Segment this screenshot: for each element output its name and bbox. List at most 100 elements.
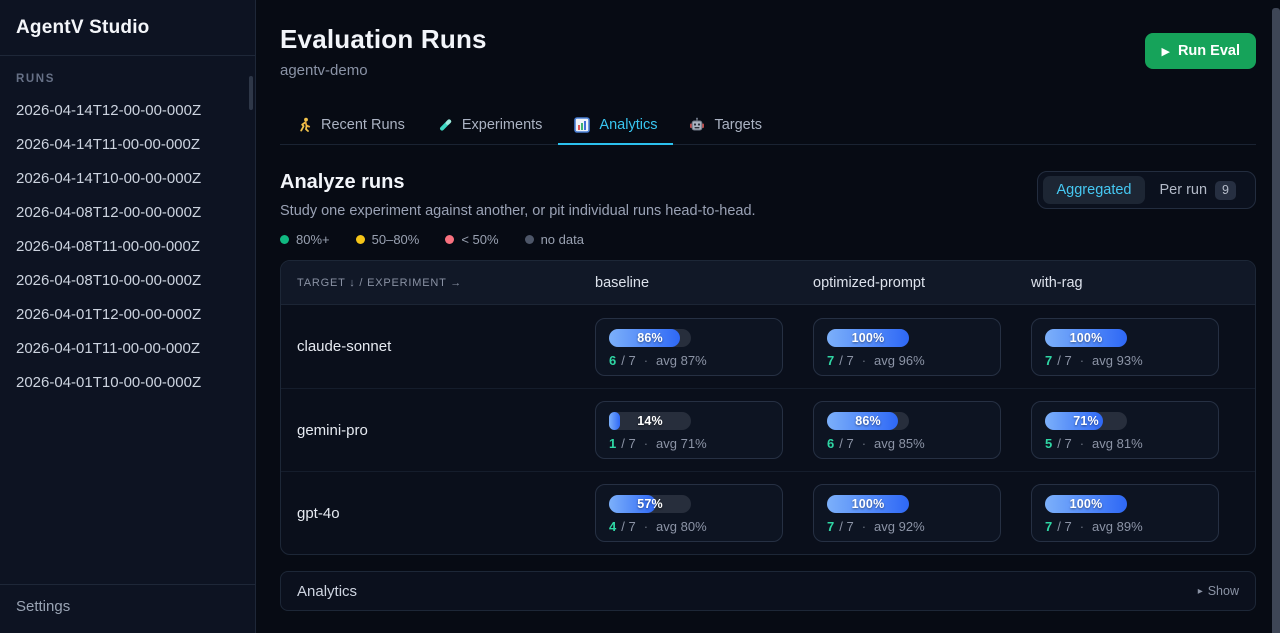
target-label: gpt-4o	[297, 504, 340, 522]
tab-label: Experiments	[461, 117, 543, 133]
stat-separator: ·	[643, 352, 649, 368]
settings-link[interactable]: Settings	[16, 598, 71, 615]
analytics-panel-title: Analytics	[297, 582, 358, 600]
legend-item-mid: 50–80%	[355, 232, 420, 247]
play-icon: ▶	[1161, 46, 1170, 58]
score-cell[interactable]: 100% 7 / 7 · avg 93%	[1031, 317, 1219, 376]
sidebar-run-item[interactable]: 2026-04-14T11-00-00-000Z	[16, 135, 201, 153]
sidebar-footer: Settings	[0, 584, 255, 633]
tab-bar: Recent Runs Experiments Analytics Target…	[280, 106, 1256, 145]
score-stats: 6 / 7 · avg 87%	[609, 353, 782, 368]
score-cell[interactable]: 100% 7 / 7 · avg 96%	[813, 317, 1001, 376]
avg-score: avg 85%	[874, 436, 925, 451]
run-eval-label: Run Eval	[1177, 43, 1240, 59]
score-percent: 14%	[637, 414, 663, 428]
score-cell[interactable]: 57% 4 / 7 · avg 80%	[595, 484, 783, 542]
sidebar-scrollbar-thumb[interactable]	[249, 76, 253, 110]
total-count: / 7	[621, 519, 636, 534]
avg-score: avg 92%	[874, 519, 925, 534]
score-bar: 100%	[1045, 495, 1127, 513]
target-label: gemini-pro	[297, 421, 368, 439]
view-mode-toggle: Aggregated Per run 9	[1036, 171, 1256, 209]
analyze-title: Analyze runs	[280, 171, 405, 193]
sidebar-run-item[interactable]: 2026-04-01T11-00-00-000Z	[16, 339, 201, 357]
aggregated-toggle-button[interactable]: Aggregated	[1042, 176, 1146, 204]
score-cell[interactable]: 86% 6 / 7 · avg 87%	[595, 317, 783, 376]
tab-targets[interactable]: Targets	[673, 107, 778, 145]
sidebar-run-item[interactable]: 2026-04-14T10-00-00-000Z	[16, 169, 202, 187]
analyze-description: Study one experiment against another, or…	[280, 203, 756, 219]
score-stats: 7 / 7 · avg 96%	[827, 353, 1000, 368]
score-cell[interactable]: 71% 5 / 7 · avg 81%	[1031, 401, 1219, 459]
passed-count: 7	[1045, 519, 1053, 534]
score-percent: 100%	[1069, 497, 1103, 511]
app-title: AgentV Studio	[0, 0, 255, 56]
score-percent: 86%	[637, 330, 663, 345]
per-run-toggle-button[interactable]: Per run 9	[1145, 176, 1250, 204]
per-run-label: Per run	[1159, 182, 1208, 198]
sidebar-run-item[interactable]: 2026-04-08T11-00-00-000Z	[16, 237, 201, 255]
sidebar-run-item[interactable]: 2026-04-01T12-00-00-000Z	[16, 305, 202, 323]
score-stats: 6 / 7 · avg 85%	[827, 436, 1000, 451]
run-list: 2026-04-14T12-00-00-000Z 2026-04-14T11-0…	[0, 93, 255, 399]
total-count: / 7	[839, 519, 854, 534]
matrix-row-gpt-4o: gpt-4o 57% 4 / 7 · avg 80% 100%	[281, 471, 1255, 554]
main-content: Evaluation Runs agentv-demo ▶ Run Eval R…	[256, 0, 1280, 633]
total-count: / 7	[839, 352, 854, 368]
score-bar: 14%	[609, 412, 691, 430]
score-cell[interactable]: 14% 1 / 7 · avg 71%	[595, 401, 783, 459]
legend-item-nodata: no data	[524, 232, 584, 247]
sidebar-run-item[interactable]: 2026-04-14T12-00-00-000Z	[16, 101, 202, 119]
tab-label: Recent Runs	[321, 117, 405, 133]
passed-count: 6	[827, 436, 835, 451]
score-stats: 7 / 7 · avg 92%	[827, 519, 1000, 534]
tab-recent-runs[interactable]: Recent Runs	[280, 107, 421, 145]
score-percent: 71%	[1073, 414, 1099, 428]
passed-count: 7	[1045, 352, 1053, 368]
total-count: / 7	[1057, 519, 1072, 534]
matrix-row-gemini-pro: gemini-pro 14% 1 / 7 · avg 71% 86%	[281, 388, 1255, 471]
yellow-dot-icon	[355, 235, 365, 244]
show-button[interactable]: ▸ Show	[1198, 584, 1239, 598]
analytics-collapse-panel[interactable]: Analytics ▸ Show	[280, 571, 1256, 611]
score-percent: 57%	[637, 497, 663, 511]
per-run-count-badge: 9	[1215, 180, 1236, 200]
total-count: / 7	[1057, 352, 1072, 368]
score-stats: 1 / 7 · avg 71%	[609, 436, 782, 451]
experiment-column-header: with-rag	[1031, 274, 1083, 291]
runner-icon	[296, 117, 312, 133]
passed-count: 4	[609, 519, 617, 534]
avg-score: avg 96%	[874, 352, 925, 368]
sidebar-run-item[interactable]: 2026-04-01T10-00-00-000Z	[16, 373, 202, 391]
score-stats: 4 / 7 · avg 80%	[609, 519, 782, 534]
experiment-column-header: baseline	[595, 274, 650, 291]
avg-score: avg 93%	[1092, 352, 1143, 368]
score-bar: 100%	[827, 328, 909, 347]
bar-chart-icon	[574, 117, 591, 133]
tab-analytics[interactable]: Analytics	[558, 107, 674, 145]
stat-separator: ·	[1079, 436, 1085, 451]
score-cell[interactable]: 100% 7 / 7 · avg 89%	[1031, 484, 1219, 542]
window-scrollbar[interactable]	[1272, 8, 1280, 633]
tab-label: Targets	[714, 117, 763, 133]
sidebar: AgentV Studio RUNS 2026-04-14T12-00-00-0…	[0, 0, 256, 633]
legend-label: 80%+	[296, 232, 330, 247]
chevron-right-icon: ▸	[1197, 585, 1203, 597]
score-cell[interactable]: 86% 6 / 7 · avg 85%	[813, 401, 1001, 459]
matrix-row-claude-sonnet: claude-sonnet 86% 6 / 7 · avg 87% 100%	[281, 305, 1255, 388]
sidebar-run-item[interactable]: 2026-04-08T12-00-00-000Z	[16, 203, 202, 221]
score-cell[interactable]: 100% 7 / 7 · avg 92%	[813, 484, 1001, 542]
passed-count: 1	[609, 436, 617, 451]
tab-experiments[interactable]: Experiments	[421, 107, 559, 145]
runs-section-label: RUNS	[16, 73, 55, 85]
aggregated-label: Aggregated	[1056, 182, 1132, 198]
avg-score: avg 81%	[1092, 436, 1143, 451]
stat-separator: ·	[861, 352, 867, 368]
green-dot-icon	[280, 235, 289, 244]
legend-label: 50–80%	[371, 232, 420, 247]
stat-separator: ·	[861, 519, 867, 534]
score-stats: 5 / 7 · avg 81%	[1045, 436, 1218, 451]
sidebar-run-item[interactable]: 2026-04-08T10-00-00-000Z	[16, 271, 202, 289]
run-eval-button[interactable]: ▶ Run Eval	[1145, 33, 1256, 69]
score-stats: 7 / 7 · avg 89%	[1045, 519, 1218, 534]
